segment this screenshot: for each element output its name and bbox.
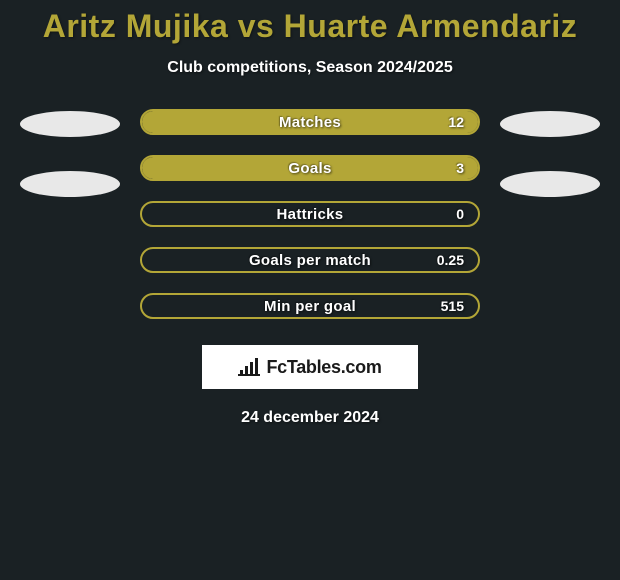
stat-bar-matches: Matches 12 <box>140 109 480 135</box>
bar-value: 0.25 <box>437 249 464 271</box>
stats-area: Matches 12 Goals 3 Hattricks 0 Goals per… <box>0 109 620 319</box>
bar-label: Hattricks <box>142 203 478 225</box>
bar-value: 12 <box>448 111 464 133</box>
player1-avatar <box>20 111 120 137</box>
page-title: Aritz Mujika vs Huarte Armendariz <box>43 8 578 45</box>
player2-avatar-alt <box>500 171 600 197</box>
bar-label: Goals per match <box>142 249 478 271</box>
player-left-col <box>20 111 120 197</box>
brand-text: FcTables.com <box>266 357 381 378</box>
date-label: 24 december 2024 <box>241 409 379 427</box>
player-right-col <box>500 111 600 197</box>
stat-bar-goals-per-match: Goals per match 0.25 <box>140 247 480 273</box>
bar-label: Matches <box>142 111 478 133</box>
bar-label: Goals <box>142 157 478 179</box>
stat-bar-goals: Goals 3 <box>140 155 480 181</box>
comparison-card: Aritz Mujika vs Huarte Armendariz Club c… <box>0 0 620 427</box>
player2-avatar <box>500 111 600 137</box>
bar-value: 515 <box>441 295 464 317</box>
player1-avatar-alt <box>20 171 120 197</box>
brand-badge[interactable]: FcTables.com <box>202 345 418 389</box>
subtitle: Club competitions, Season 2024/2025 <box>167 59 452 77</box>
stat-bars: Matches 12 Goals 3 Hattricks 0 Goals per… <box>140 109 480 319</box>
stat-bar-hattricks: Hattricks 0 <box>140 201 480 227</box>
bar-chart-icon <box>238 358 262 376</box>
bar-value: 3 <box>456 157 464 179</box>
stat-bar-min-per-goal: Min per goal 515 <box>140 293 480 319</box>
bar-label: Min per goal <box>142 295 478 317</box>
bar-value: 0 <box>456 203 464 225</box>
